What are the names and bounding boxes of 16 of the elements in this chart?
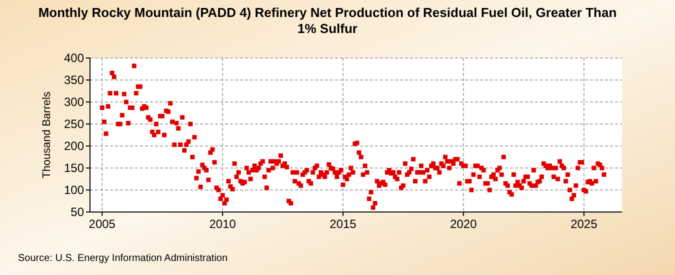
source-note: Source: U.S. Energy Information Administration: [18, 253, 228, 264]
x-tick-label: 2010: [209, 217, 236, 231]
x-tick-label: 2005: [88, 217, 116, 231]
x-tick-label: 2015: [330, 217, 357, 231]
y-tick-label: 150: [64, 161, 84, 176]
y-tick-label: 200: [64, 139, 84, 154]
y-tick-label: 100: [64, 183, 84, 198]
y-tick-label: 300: [64, 95, 84, 110]
x-tick-label: 2025: [570, 217, 598, 231]
x-tick-label: 2020: [450, 217, 478, 231]
y-tick-label: 250: [64, 117, 84, 132]
y-tick-label: 350: [64, 73, 84, 88]
y-tick-label: 50: [70, 205, 84, 220]
y-tick-label: 400: [64, 51, 84, 66]
y-axis-title: Thousand Barrels: [41, 91, 53, 178]
chart-title: Monthly Rocky Mountain (PADD 4) Refinery Net Production of Residual Fuel Oil, Greater Than 1% Sulfur: [38, 5, 617, 36]
